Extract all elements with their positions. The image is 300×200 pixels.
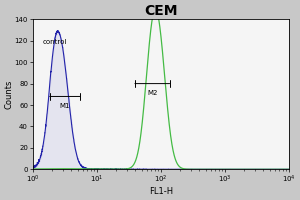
Title: CEM: CEM — [144, 4, 178, 18]
X-axis label: FL1-H: FL1-H — [149, 187, 173, 196]
Text: M1: M1 — [60, 103, 70, 109]
Text: M2: M2 — [147, 90, 158, 96]
Text: control: control — [43, 39, 67, 45]
Y-axis label: Counts: Counts — [4, 80, 13, 109]
